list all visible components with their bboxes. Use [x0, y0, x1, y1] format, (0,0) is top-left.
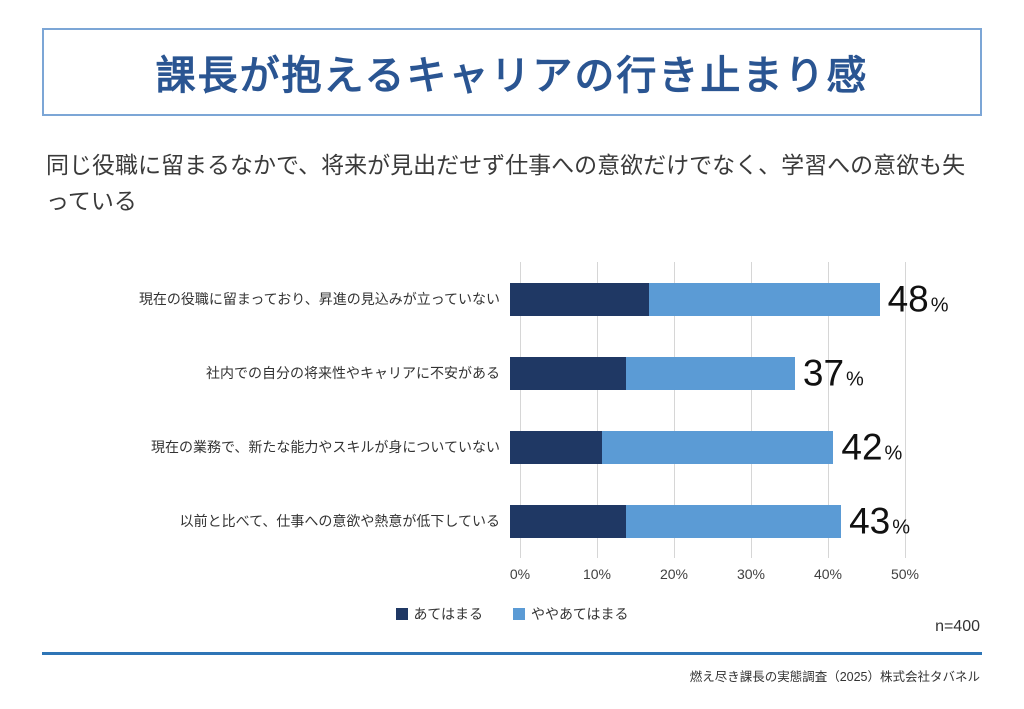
- chart-row: 社内での自分の将来性やキャリアに不安がある 37%: [42, 336, 982, 410]
- total-number: 42: [841, 426, 883, 468]
- x-tick-label: 10%: [582, 566, 612, 582]
- plot-gridlines: [520, 262, 906, 558]
- category-label: 現在の業務で、新たな能力やスキルが身についていない: [150, 439, 500, 455]
- bar-segment-light: [648, 282, 880, 316]
- bar-segment-light: [625, 356, 795, 390]
- sample-size-label: n=400: [935, 618, 980, 635]
- bar-segment-light: [625, 504, 842, 538]
- bar-segment-light: [602, 430, 834, 464]
- bar-track: 43%: [510, 503, 910, 540]
- legend-swatch-icon: [395, 608, 408, 620]
- gridline: [674, 262, 675, 558]
- total-percent-sign: %: [892, 516, 911, 539]
- bar-segment-dark: [510, 430, 603, 464]
- bar-segment-dark: [510, 282, 649, 316]
- gridline: [597, 262, 598, 558]
- total-value-label: 43%: [849, 503, 910, 540]
- footer-source-text: 燃え尽き課長の実態調査（2025）株式会社タバネル: [689, 670, 980, 684]
- legend-label: ややあてはまる: [531, 606, 629, 622]
- chart-row: 現在の業務で、新たな能力やスキルが身についていない 42%: [42, 410, 982, 484]
- gridline: [905, 262, 906, 558]
- gridline: [520, 262, 521, 558]
- chart-row: 以前と比べて、仕事への意欲や熱意が低下している 43%: [42, 484, 982, 558]
- bar-track: 48%: [510, 281, 949, 318]
- total-value-label: 42%: [841, 429, 902, 466]
- legend-swatch-icon: [513, 608, 525, 620]
- page-title: 課長が抱えるキャリアの行き止まり感: [155, 54, 869, 98]
- bar-segment-dark: [510, 504, 626, 538]
- legend-item: あてはまる: [395, 604, 483, 624]
- category-label: 以前と比べて、仕事への意欲や熱意が低下している: [179, 513, 500, 529]
- x-tick-label: 40%: [813, 566, 843, 582]
- chart-row: 現在の役職に留まっており、昇進の見込みが立っていない 48%: [42, 262, 982, 336]
- title-box: 課長が抱えるキャリアの行き止まり感: [42, 28, 982, 116]
- bar-track: 37%: [510, 355, 895, 392]
- subtitle-text: 同じ役職に留まるなかで、将来が見出だせず仕事への意欲だけでなく、学習への意欲も失…: [46, 152, 966, 214]
- x-tick-label: 20%: [659, 566, 689, 582]
- category-label: 現在の役職に留まっており、昇進の見込みが立っていない: [138, 291, 500, 307]
- total-number: 48: [887, 278, 929, 320]
- x-tick-label: 30%: [736, 566, 766, 582]
- x-axis: 0% 10% 20% 30% 40% 50%: [510, 566, 919, 586]
- x-tick-label: 0%: [509, 566, 531, 582]
- bar-segment-dark: [510, 356, 626, 390]
- total-percent-sign: %: [884, 442, 903, 465]
- legend-item: ややあてはまる: [513, 604, 628, 624]
- gridline: [751, 262, 752, 558]
- total-number: 37: [802, 352, 845, 394]
- bar-track: 42%: [510, 429, 902, 466]
- total-number: 43: [849, 500, 891, 542]
- x-tick-label: 50%: [890, 566, 920, 582]
- total-value-label: 37%: [803, 355, 864, 392]
- total-percent-sign: %: [930, 294, 949, 317]
- gridline: [828, 262, 829, 558]
- chart-rows: 現在の役職に留まっており、昇進の見込みが立っていない 48% 社内での自分の将来性や…: [42, 262, 982, 558]
- total-percent-sign: %: [846, 368, 864, 391]
- chart-legend: あてはまる ややあてはまる: [42, 604, 982, 624]
- total-value-label: 48%: [888, 281, 949, 318]
- legend-label: あてはまる: [413, 606, 483, 622]
- footer-divider: [42, 652, 982, 655]
- category-label: 社内での自分の将来性やキャリアに不安がある: [206, 365, 500, 381]
- stacked-bar-chart: 現在の役職に留まっており、昇進の見込みが立っていない 48% 社内での自分の将来性や…: [42, 262, 982, 652]
